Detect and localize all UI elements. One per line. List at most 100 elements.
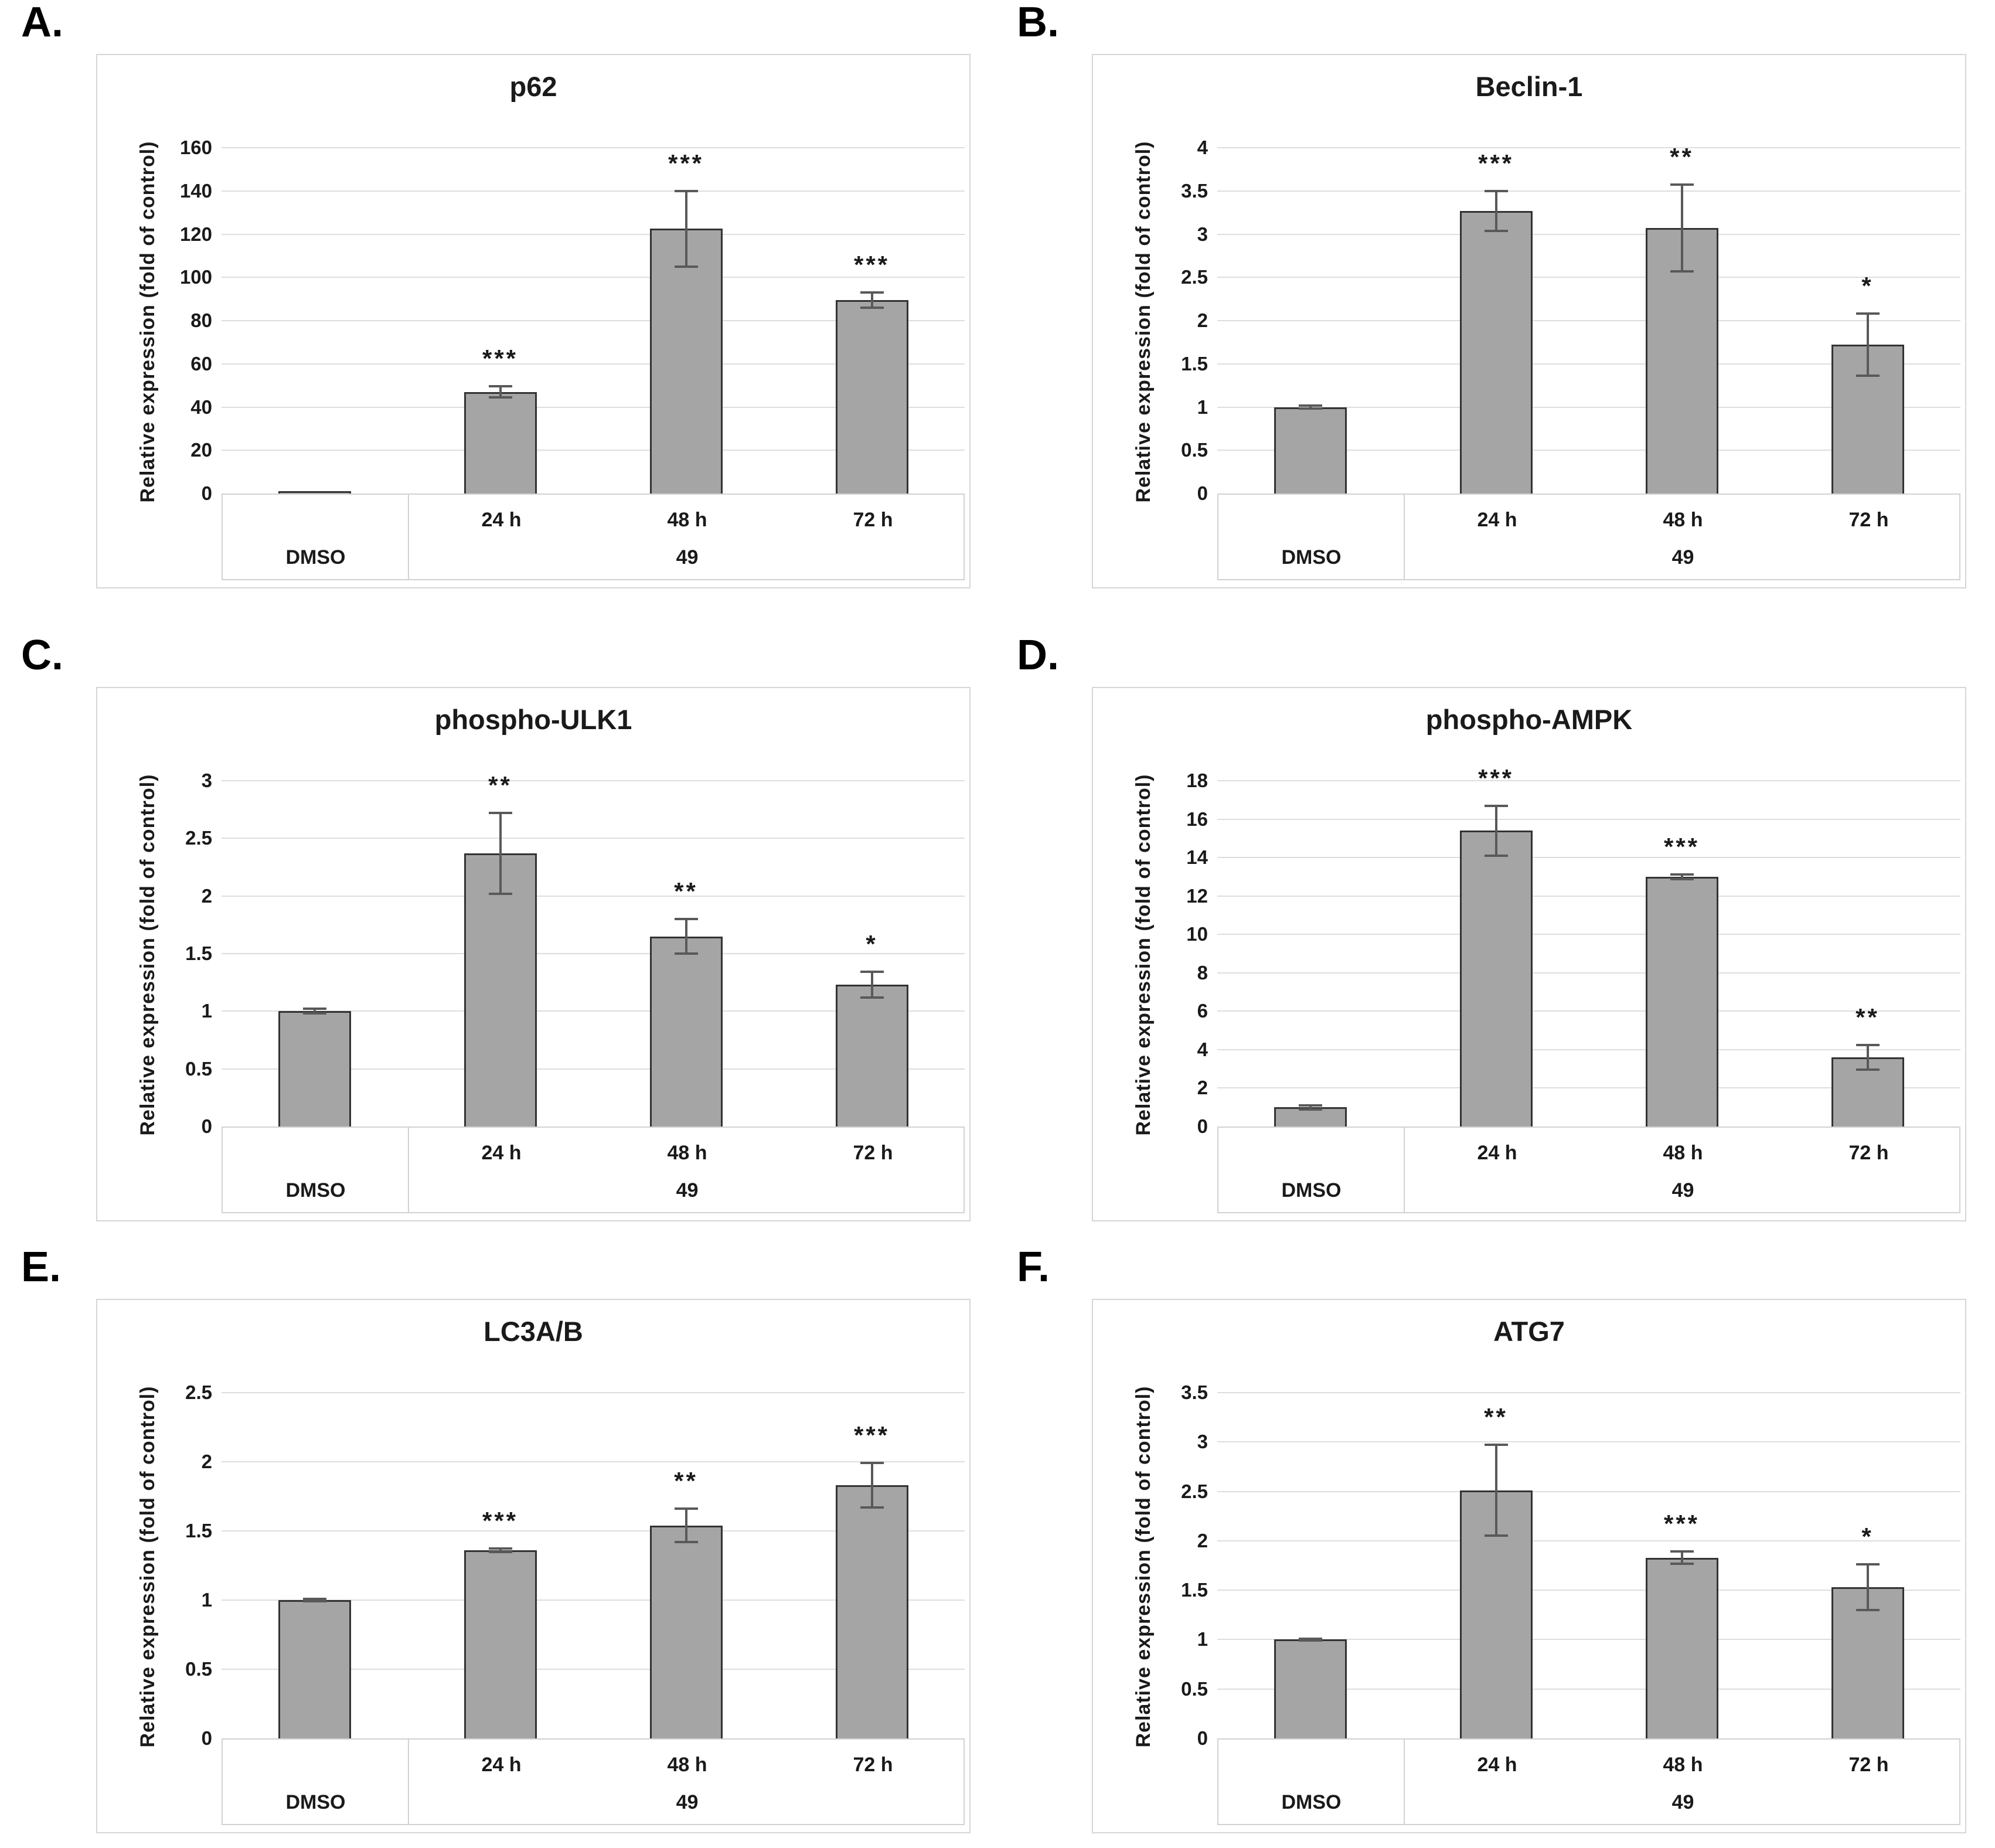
time-label: 48 h <box>667 1754 707 1776</box>
panel-letter-E: E. <box>21 1244 62 1291</box>
gridline <box>222 190 965 192</box>
time-label: 72 h <box>853 1754 893 1776</box>
plot-area: 0 0.5 1 1.5 2 2.5 3 ** ** * <box>97 688 969 1220</box>
error-bar-cap-bottom <box>1856 375 1880 377</box>
gridline <box>1217 277 1960 278</box>
error-bar-cap-bottom <box>488 1550 512 1553</box>
error-bar-cap-bottom <box>1856 1068 1880 1071</box>
control-group-label: DMSO <box>1281 1179 1342 1202</box>
error-bar-cap-top <box>1670 873 1694 876</box>
y-tick-label: 100 <box>179 266 212 288</box>
error-bar-cap-top <box>1298 404 1322 407</box>
error-bar-cap-bottom <box>1670 270 1694 273</box>
time-label: 48 h <box>1663 1142 1703 1164</box>
error-bar-cap-top <box>1670 183 1694 186</box>
significance-stars: *** <box>1663 832 1700 860</box>
error-bar-cap-bottom <box>302 1012 326 1015</box>
error-bar-cap-top <box>860 971 884 974</box>
y-tick-label: 0.5 <box>185 1658 212 1680</box>
gridline <box>222 147 965 148</box>
time-label: 24 h <box>481 509 522 531</box>
treatment-group-label: 49 <box>676 546 699 569</box>
significance-stars: *** <box>668 149 704 177</box>
error-bar-cap-top <box>302 1008 326 1010</box>
panel-letter-F: F. <box>1017 1244 1050 1291</box>
time-label: 72 h <box>853 1142 893 1164</box>
error-bar-cap-top <box>1298 1104 1322 1107</box>
time-label: 24 h <box>481 1754 522 1776</box>
panel-letter-C: C. <box>21 632 63 679</box>
category-axis-table: 24 h 48 h 72 h DMSO 49 <box>222 1127 965 1213</box>
gridline <box>222 1461 965 1462</box>
y-tick-label: 4 <box>1197 137 1208 158</box>
error-bar <box>1680 874 1683 879</box>
error-bar <box>313 1009 316 1014</box>
y-tick-label: 2 <box>1197 1077 1208 1099</box>
gridline <box>1217 1087 1960 1089</box>
error-bar-cap-bottom <box>1484 854 1508 857</box>
bar-DMSO <box>278 1011 351 1127</box>
y-tick-label: 1 <box>1197 1628 1208 1650</box>
treatment-group-label: 49 <box>1671 1179 1694 1202</box>
category-axis-table: 24 h 48 h 72 h DMSO 49 <box>222 494 965 580</box>
error-bar-cap-top <box>860 291 884 294</box>
y-tick-label: 0 <box>1197 1115 1208 1137</box>
error-bar-cap-top <box>488 812 512 815</box>
chart-box-lc3ab: LC3A/B Relative expression (fold of cont… <box>96 1299 971 1833</box>
bar-24h <box>1459 210 1533 494</box>
gridline <box>222 838 965 839</box>
error-bar-cap-bottom <box>1484 1534 1508 1537</box>
table-divider <box>408 1740 409 1824</box>
error-bar-cap-top <box>1856 1043 1880 1046</box>
significance-stars: *** <box>1663 1510 1700 1538</box>
y-tick-label: 0 <box>1197 1727 1208 1749</box>
error-bar <box>499 1548 502 1552</box>
error-bar-cap-top <box>674 189 698 192</box>
bar-24h <box>464 853 537 1127</box>
panel-letter-A: A. <box>21 0 63 46</box>
bar-DMSO <box>278 1600 351 1738</box>
gridline <box>222 1530 965 1532</box>
treatment-group-label: 49 <box>676 1179 699 1202</box>
time-label: 48 h <box>667 509 707 531</box>
gridline <box>222 1010 965 1012</box>
y-tick-label: 1 <box>201 1589 212 1611</box>
bar-72h <box>835 985 908 1127</box>
y-tick-label: 1 <box>1197 396 1208 418</box>
y-tick-label: 0 <box>201 1115 212 1137</box>
time-label: 72 h <box>1848 1754 1889 1776</box>
bar-DMSO <box>1274 407 1347 494</box>
error-bar <box>1494 805 1497 856</box>
time-label: 72 h <box>853 509 893 531</box>
y-tick-label: 2 <box>201 1451 212 1472</box>
plot-area: 0 2 4 6 8 10 12 14 16 18 *** *** ** <box>1093 688 1965 1220</box>
error-bar-cap-top <box>302 1597 326 1600</box>
error-bar-cap-bottom <box>860 306 884 309</box>
bar-72h <box>835 300 908 494</box>
gridline <box>222 1392 965 1393</box>
gridline <box>222 233 965 235</box>
gridline <box>1217 406 1960 408</box>
category-axis-table: 24 h 48 h 72 h DMSO 49 <box>1217 1738 1960 1825</box>
chart-box-beclin1: Beclin-1 Relative expression (fold of co… <box>1092 54 1966 588</box>
gridline <box>1217 1590 1960 1591</box>
gridline <box>1217 1010 1960 1012</box>
error-bar-cap-bottom <box>674 1540 698 1543</box>
significance-stars: ** <box>1484 1403 1508 1431</box>
table-divider <box>1404 1128 1405 1212</box>
significance-stars: ** <box>488 771 512 799</box>
time-label: 24 h <box>1477 1142 1517 1164</box>
significance-stars: * <box>1861 272 1874 300</box>
error-bar <box>1866 1044 1869 1070</box>
y-tick-label: 2 <box>1197 1529 1208 1551</box>
y-tick-label: 2.5 <box>185 1381 212 1403</box>
bar-DMSO <box>1274 1107 1347 1127</box>
chart-title: Beclin-1 <box>1475 71 1583 102</box>
chart-box-atg7: ATG7 Relative expression (fold of contro… <box>1092 1299 1966 1833</box>
gridline <box>1217 1441 1960 1443</box>
error-bar-cap-bottom <box>1856 1608 1880 1611</box>
control-group-label: DMSO <box>1281 1791 1342 1813</box>
gridline <box>222 406 965 408</box>
error-bar <box>685 190 687 267</box>
significance-stars: *** <box>482 345 519 373</box>
